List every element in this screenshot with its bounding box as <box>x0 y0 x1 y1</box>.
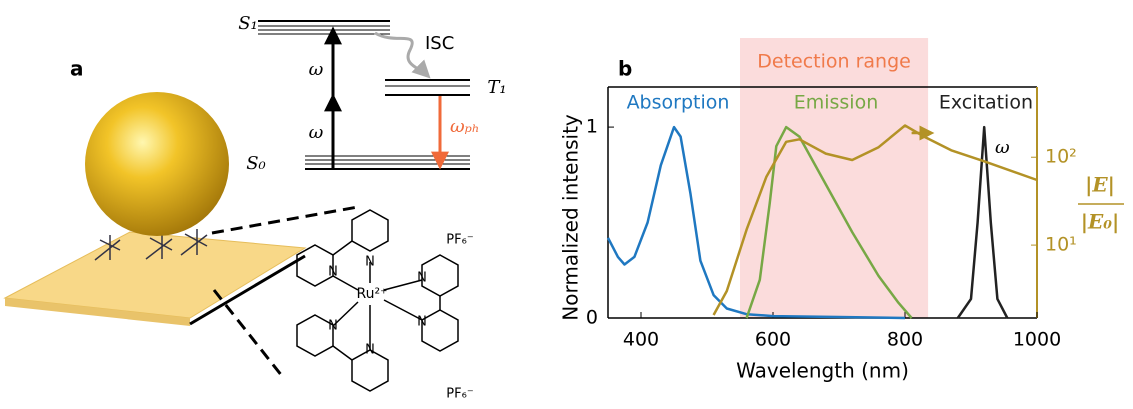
y2-tick-label: 10¹ <box>1045 234 1077 256</box>
y-tick-label: 1 <box>586 116 598 138</box>
x-tick-label: 600 <box>755 329 791 351</box>
isc-arrow <box>375 33 428 76</box>
x-tick-label: 800 <box>887 329 923 351</box>
y2-tick-label: 10² <box>1045 146 1077 168</box>
level-label: T₁ <box>487 77 506 98</box>
panel-b: Detection range 400 600 800 1000 0 1 10¹ 10² Wave… <box>559 38 1125 383</box>
frequency-label: ω <box>309 59 324 80</box>
emission-label: ωₚₕ <box>450 116 480 137</box>
level-label: S₁ <box>238 13 258 34</box>
legend-label: Emission <box>794 92 879 114</box>
x-axis-label: Wavelength (nm) <box>736 359 909 383</box>
figure: a S₁ T₁ S₀ ω ω ISC ωₚₕ <box>0 0 1133 409</box>
annotation: ω <box>995 137 1010 158</box>
x-tick-label: 1000 <box>1013 329 1061 351</box>
gold-sphere <box>85 92 229 236</box>
counterion-label: PF₆⁻ <box>446 233 473 248</box>
atom-label: N <box>417 271 427 286</box>
legend-label: Excitation <box>939 92 1033 114</box>
panel-label: b <box>618 57 632 81</box>
frequency-label: ω <box>309 122 324 143</box>
counterion-label: PF₆⁻ <box>446 387 473 402</box>
atom-label: N <box>365 343 375 358</box>
y-tick-label: 0 <box>586 307 598 329</box>
level-label: S₀ <box>246 153 266 174</box>
detection-range <box>740 38 928 318</box>
atom-label: N <box>365 255 375 270</box>
atom-label: N <box>417 315 427 330</box>
y2-label-numerator: |E| <box>1085 173 1115 197</box>
x-tick-label: 400 <box>623 329 659 351</box>
zoom-line <box>214 290 282 376</box>
atom-label: N <box>328 319 338 334</box>
y2-label-denominator: |E₀| <box>1081 210 1120 234</box>
atom-label: N <box>328 265 338 280</box>
detection-range-label: Detection range <box>757 51 911 73</box>
isc-label: ISC <box>425 33 454 54</box>
panel-label: a <box>70 57 84 81</box>
zoom-line <box>212 207 358 233</box>
metal-label: Ru²⁺ <box>357 286 388 302</box>
y-axis-label: Normalized intensity <box>559 114 583 321</box>
panel-a: a S₁ T₁ S₀ ω ω ISC ωₚₕ <box>5 13 507 402</box>
legend-label: Absorption <box>627 92 730 114</box>
